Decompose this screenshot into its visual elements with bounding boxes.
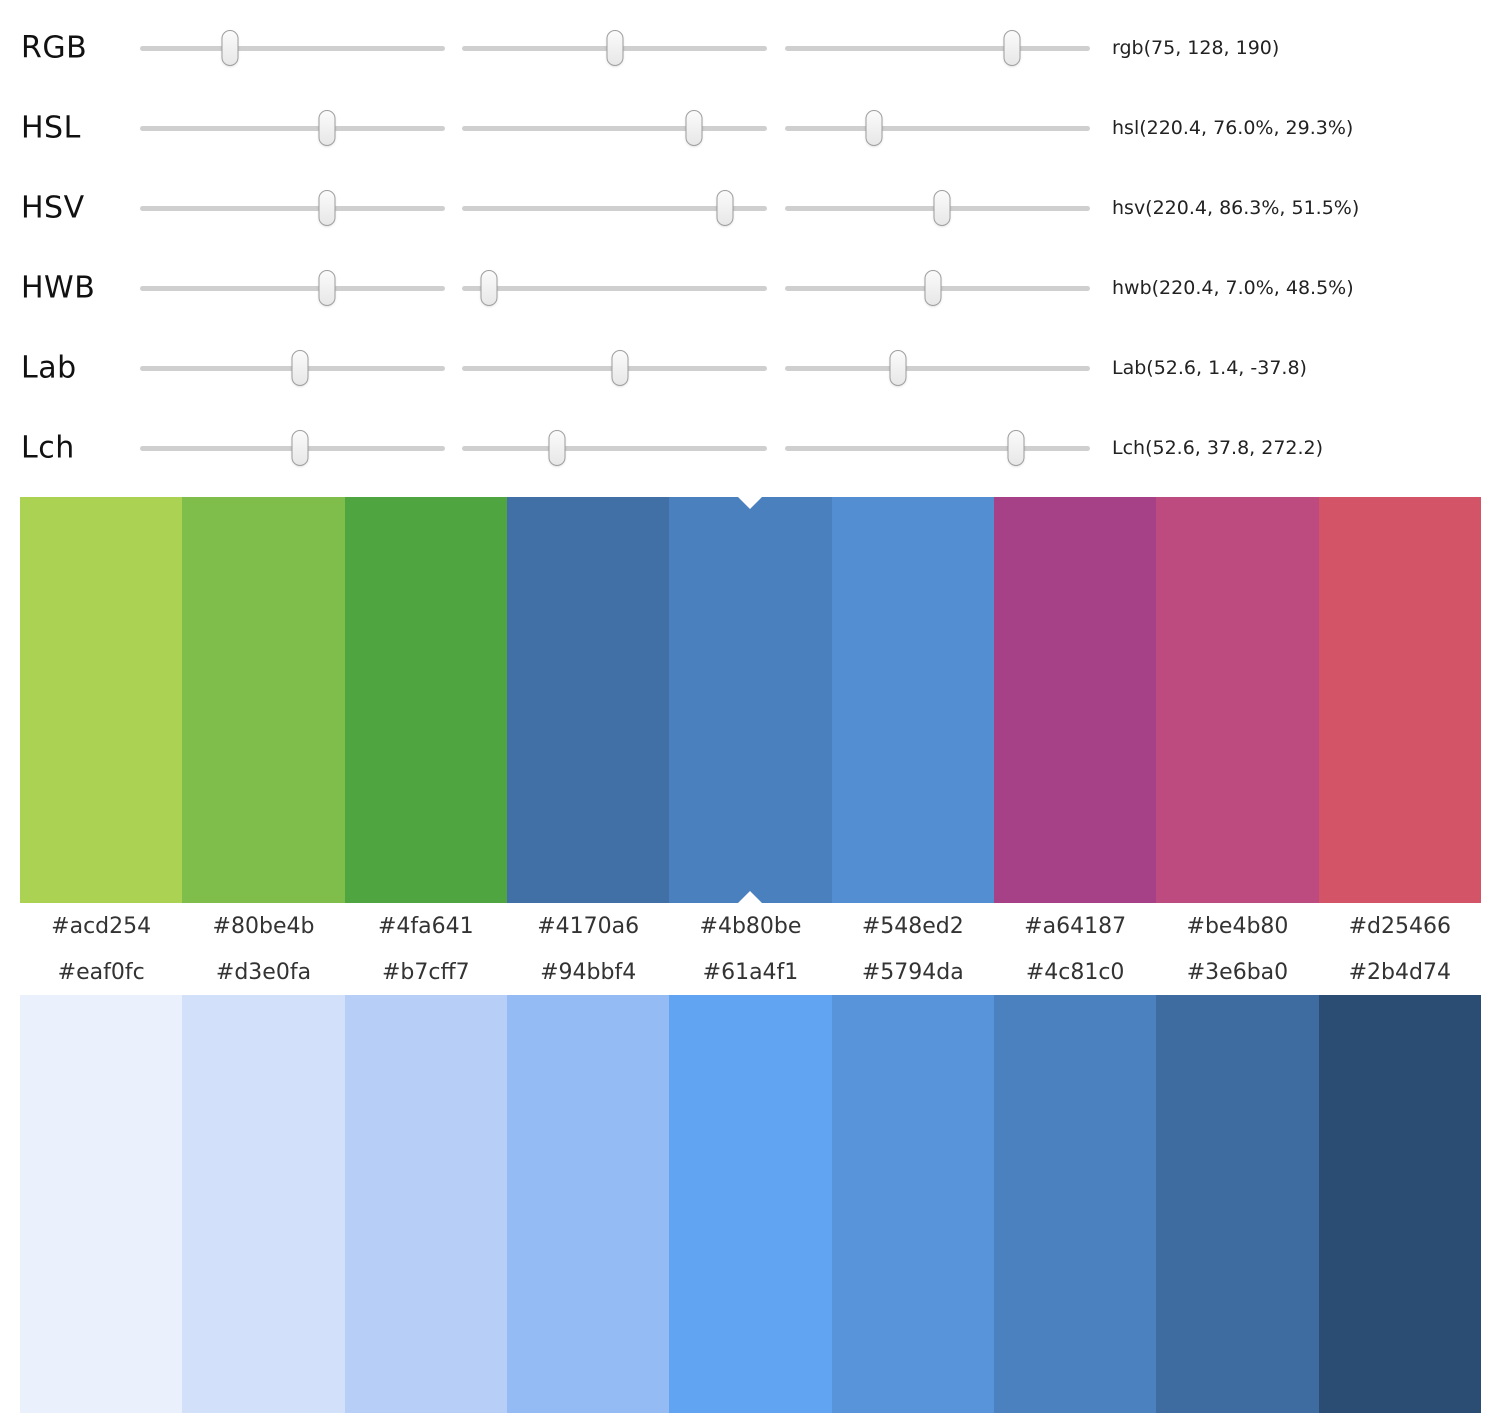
- swatch-3e6ba0[interactable]: [1156, 995, 1319, 1413]
- hwb-label: HWB: [21, 270, 96, 306]
- lab-label: Lab: [21, 350, 77, 386]
- selected-swatch-notch-bottom-icon: [738, 891, 763, 903]
- hex-label-5794da: #5794da: [861, 959, 964, 985]
- hsv-slider-2-thumb[interactable]: [716, 190, 734, 226]
- hex-label-4fa641: #4fa641: [377, 913, 474, 939]
- hex-label-be4b80: #be4b80: [1186, 913, 1289, 939]
- hex-label-eaf0fc: #eaf0fc: [57, 959, 145, 985]
- scale-palette: [20, 995, 1481, 1413]
- swatch-4b80be[interactable]: [669, 497, 832, 903]
- hwb-slider-1-track[interactable]: [140, 270, 445, 306]
- hex-label-4c81c0: #4c81c0: [1025, 959, 1125, 985]
- lch-slider-2-track[interactable]: [462, 430, 767, 466]
- hsl-slider-1-track[interactable]: [140, 110, 445, 146]
- selected-swatch-notch-top-icon: [738, 497, 763, 509]
- lab-slider-3-track[interactable]: [785, 350, 1090, 386]
- hsl-slider-3-thumb[interactable]: [865, 110, 883, 146]
- slider-row-lab: Lab Lab(52.6, 1.4, -37.8): [0, 328, 1501, 408]
- slider-row-lch: Lch Lch(52.6, 37.8, 272.2): [0, 408, 1501, 488]
- swatch-4fa641[interactable]: [344, 497, 507, 903]
- lab-slider-3-thumb[interactable]: [889, 350, 907, 386]
- slider-panel: RGB rgb(75, 128, 190) HSL hsl(220.4, 76.0%,…: [0, 0, 1501, 488]
- swatch-be4b80[interactable]: [1156, 497, 1319, 903]
- lab-value: Lab(52.6, 1.4, -37.8): [1112, 357, 1307, 379]
- hex-label-548ed2: #548ed2: [861, 913, 964, 939]
- slider-row-rgb: RGB rgb(75, 128, 190): [0, 8, 1501, 88]
- hex-label-d25466: #d25466: [1348, 913, 1451, 939]
- hsl-slider-2-thumb[interactable]: [685, 110, 703, 146]
- swatch-61a4f1[interactable]: [669, 995, 832, 1413]
- slider-row-hsl: HSL hsl(220.4, 76.0%, 29.3%): [0, 88, 1501, 168]
- lch-slider-2-thumb[interactable]: [548, 430, 566, 466]
- hex-label-3e6ba0: #3e6ba0: [1186, 959, 1289, 985]
- hex-label-acd254: #acd254: [51, 913, 152, 939]
- swatch-94bbf4[interactable]: [506, 995, 670, 1413]
- hsl-value: hsl(220.4, 76.0%, 29.3%): [1112, 117, 1354, 139]
- rgb-slider-2-track[interactable]: [462, 30, 767, 66]
- swatch-acd254[interactable]: [20, 497, 183, 903]
- hsv-slider-3-thumb[interactable]: [933, 190, 951, 226]
- hsl-slider-1-thumb[interactable]: [318, 110, 336, 146]
- swatch-b7cff7[interactable]: [344, 995, 507, 1413]
- swatch-2b4d74[interactable]: [1318, 995, 1481, 1413]
- hsv-slider-1-track[interactable]: [140, 190, 445, 226]
- lch-slider-3-track[interactable]: [785, 430, 1090, 466]
- rgb-label: RGB: [21, 30, 88, 66]
- swatch-a64187[interactable]: [993, 497, 1157, 903]
- hex-label-2b4d74: #2b4d74: [1348, 959, 1451, 985]
- swatch-4c81c0[interactable]: [993, 995, 1157, 1413]
- hwb-slider-3-thumb[interactable]: [924, 270, 942, 306]
- hex-label-a64187: #a64187: [1024, 913, 1127, 939]
- swatch-d25466[interactable]: [1318, 497, 1481, 903]
- swatch-eaf0fc[interactable]: [20, 995, 183, 1413]
- hsv-value: hsv(220.4, 86.3%, 51.5%): [1112, 197, 1360, 219]
- hwb-slider-1-thumb[interactable]: [318, 270, 336, 306]
- hue-palette: [20, 497, 1481, 903]
- hex-label-d3e0fa: #d3e0fa: [215, 959, 312, 985]
- hsv-slider-3-track[interactable]: [785, 190, 1090, 226]
- rgb-slider-1-thumb[interactable]: [221, 30, 239, 66]
- slider-row-hwb: HWB hwb(220.4, 7.0%, 48.5%): [0, 248, 1501, 328]
- hsl-slider-2-track[interactable]: [462, 110, 767, 146]
- hwb-slider-2-thumb[interactable]: [480, 270, 498, 306]
- rgb-slider-3-thumb[interactable]: [1003, 30, 1021, 66]
- hsl-label: HSL: [21, 110, 81, 146]
- lch-value: Lch(52.6, 37.8, 272.2): [1112, 437, 1324, 459]
- hsv-slider-1-thumb[interactable]: [318, 190, 336, 226]
- swatch-5794da[interactable]: [831, 995, 994, 1413]
- swatch-d3e0fa[interactable]: [182, 995, 345, 1413]
- lch-slider-1-track[interactable]: [140, 430, 445, 466]
- swatch-548ed2[interactable]: [831, 497, 994, 903]
- lch-label: Lch: [21, 430, 75, 466]
- rgb-slider-1-track[interactable]: [140, 30, 445, 66]
- slider-row-hsv: HSV hsv(220.4, 86.3%, 51.5%): [0, 168, 1501, 248]
- hex-label-61a4f1: #61a4f1: [702, 959, 799, 985]
- rgb-slider-2-thumb[interactable]: [606, 30, 624, 66]
- hue-hex-labels: #acd254 #80be4b #4fa641 #4170a6 #4b80be #548e…: [20, 903, 1481, 949]
- lch-slider-1-thumb[interactable]: [291, 430, 309, 466]
- swatch-80be4b[interactable]: [182, 497, 345, 903]
- hwb-slider-3-track[interactable]: [785, 270, 1090, 306]
- hex-label-80be4b: #80be4b: [212, 913, 315, 939]
- hsl-slider-3-track[interactable]: [785, 110, 1090, 146]
- hwb-slider-2-track[interactable]: [462, 270, 767, 306]
- swatch-4170a6[interactable]: [506, 497, 670, 903]
- lab-slider-2-thumb[interactable]: [611, 350, 629, 386]
- lab-slider-1-thumb[interactable]: [291, 350, 309, 386]
- hwb-value: hwb(220.4, 7.0%, 48.5%): [1112, 277, 1354, 299]
- hsv-label: HSV: [21, 190, 85, 226]
- hex-label-b7cff7: #b7cff7: [381, 959, 470, 985]
- rgb-value: rgb(75, 128, 190): [1112, 37, 1280, 59]
- hsv-slider-2-track[interactable]: [462, 190, 767, 226]
- lab-slider-1-track[interactable]: [140, 350, 445, 386]
- lch-slider-3-thumb[interactable]: [1007, 430, 1025, 466]
- lab-slider-2-track[interactable]: [462, 350, 767, 386]
- hex-label-4b80be: #4b80be: [699, 913, 802, 939]
- hex-label-4170a6: #4170a6: [537, 913, 640, 939]
- rgb-slider-3-track[interactable]: [785, 30, 1090, 66]
- hex-label-94bbf4: #94bbf4: [540, 959, 637, 985]
- scale-hex-labels: #eaf0fc #d3e0fa #b7cff7 #94bbf4 #61a4f1 #5794…: [20, 949, 1481, 995]
